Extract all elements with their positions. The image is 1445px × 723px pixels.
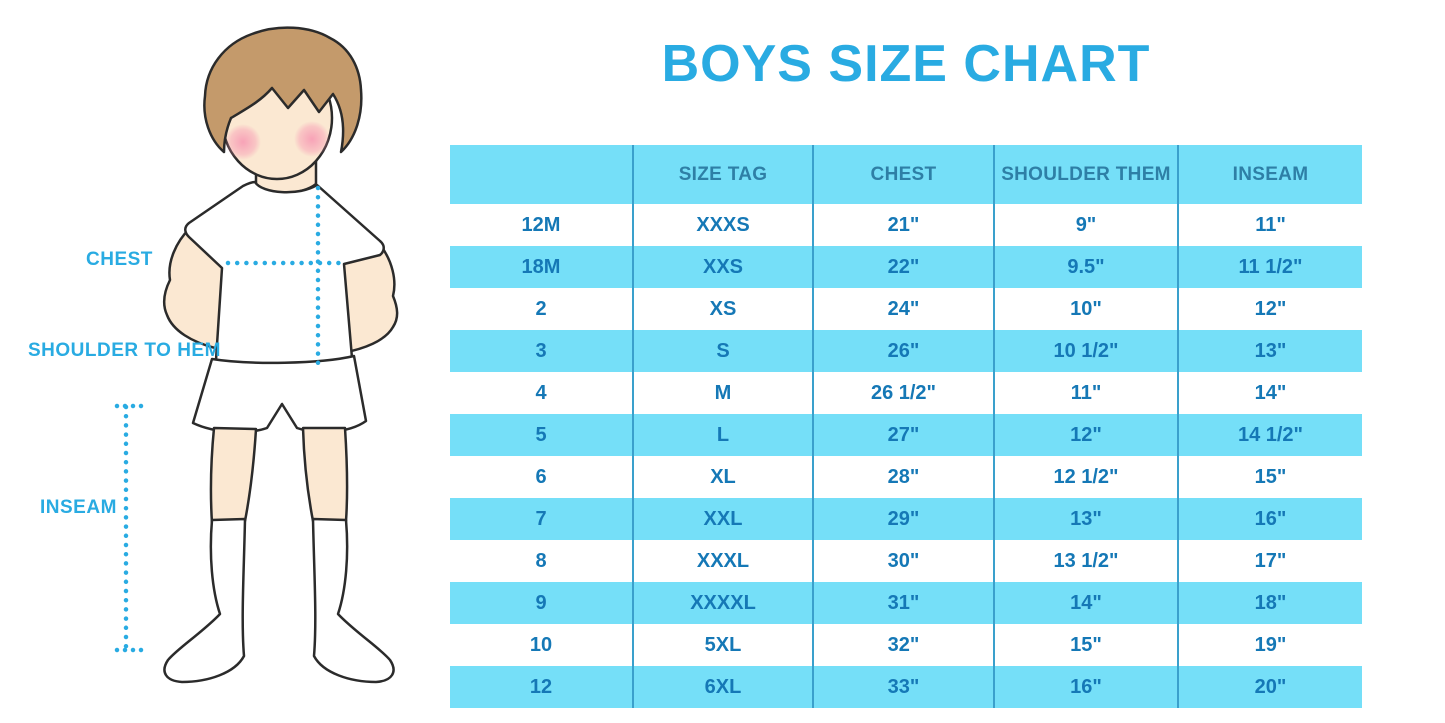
table-cell: 14": [1178, 372, 1362, 414]
boy-illustration: [114, 26, 399, 684]
table-cell: 8: [450, 540, 634, 582]
left-sock: [163, 517, 247, 684]
table-cell: 15": [994, 624, 1179, 666]
column-header: SHOULDER THEM: [994, 145, 1179, 204]
table-cell: 13 1/2": [994, 540, 1179, 582]
table-cell: 21": [813, 204, 995, 246]
chest-label: CHEST: [86, 249, 153, 270]
table-cell: L: [633, 414, 814, 456]
table-cell: XS: [633, 288, 814, 330]
table-cell: 19": [1178, 624, 1362, 666]
blush-left: [225, 124, 261, 160]
table-row: 12M XXXS 21" 9" 11": [450, 204, 1362, 246]
table-cell: 10 1/2": [994, 330, 1179, 372]
table-cell: 11": [1178, 204, 1362, 246]
size-table: SIZE TAG CHEST SHOULDER THEM INSEAM 12M XXXS…: [450, 145, 1362, 708]
table-cell: XXXS: [633, 204, 814, 246]
left-leg: [209, 426, 258, 525]
table-cell: 24": [813, 288, 995, 330]
table-cell: XXXL: [633, 540, 814, 582]
table-cell: 10: [450, 624, 634, 666]
table-cell: 12M: [450, 204, 634, 246]
column-header-empty: [450, 145, 634, 204]
inseam-label: INSEAM: [40, 497, 117, 518]
table-cell: 4: [450, 372, 634, 414]
table-cell: 20": [1178, 666, 1362, 708]
blush-right: [294, 121, 330, 157]
table-cell: 13": [994, 498, 1179, 540]
table-cell: 28": [813, 456, 995, 498]
table-cell: 12: [450, 666, 634, 708]
table-cell: M: [633, 372, 814, 414]
hair: [203, 26, 363, 154]
table-cell: 12": [994, 414, 1179, 456]
table-cell: 16": [994, 666, 1179, 708]
shoulder-to-hem-label: SHOULDER TO HEM: [28, 340, 221, 361]
table-cell: 5XL: [633, 624, 814, 666]
table-cell: 12 1/2": [994, 456, 1179, 498]
table-row: 5 L 27" 12" 14 1/2": [450, 414, 1362, 456]
table-cell: 18": [1178, 582, 1362, 624]
table-cell: S: [633, 330, 814, 372]
table-cell: XXL: [633, 498, 814, 540]
table-row: 3 S 26" 10 1/2" 13": [450, 330, 1362, 372]
table-cell: 17": [1178, 540, 1362, 582]
table-cell: XXXXL: [633, 582, 814, 624]
table-row: 8 XXXL 30" 13 1/2" 17": [450, 540, 1362, 582]
boy-measurement-figure: CHEST SHOULDER TO HEM INSEAM: [0, 0, 450, 723]
right-sock: [311, 517, 395, 684]
table-cell: 14": [994, 582, 1179, 624]
table-cell: 15": [1178, 456, 1362, 498]
table-cell: 14 1/2": [1178, 414, 1362, 456]
table-row: 9 XXXXL 31" 14" 18": [450, 582, 1362, 624]
table-cell: 9: [450, 582, 634, 624]
table-cell: 9.5": [994, 246, 1179, 288]
table-row: 4 M 26 1/2" 11" 14": [450, 372, 1362, 414]
table-cell: 9": [994, 204, 1179, 246]
table-cell: 29": [813, 498, 995, 540]
table-cell: 30": [813, 540, 995, 582]
right-leg: [301, 426, 349, 523]
table-cell: 7: [450, 498, 634, 540]
table-cell: 27": [813, 414, 995, 456]
table-cell: 2: [450, 288, 634, 330]
table-cell: XL: [633, 456, 814, 498]
size-table-body: 12M XXXS 21" 9" 11" 18M XXS 22" 9.5" 11 1/2" 2 XS 24…: [450, 204, 1362, 708]
table-cell: 11 1/2": [1178, 246, 1362, 288]
shorts: [191, 354, 368, 434]
table-cell: 26": [813, 330, 995, 372]
column-header: SIZE TAG: [633, 145, 814, 204]
table-cell: 6XL: [633, 666, 814, 708]
table-cell: 18M: [450, 246, 634, 288]
table-cell: 16": [1178, 498, 1362, 540]
table-cell: XXS: [633, 246, 814, 288]
table-row: 12 6XL 33" 16" 20": [450, 666, 1362, 708]
table-cell: 6: [450, 456, 634, 498]
table-row: 7 XXL 29" 13" 16": [450, 498, 1362, 540]
table-cell: 33": [813, 666, 995, 708]
table-row: 6 XL 28" 12 1/2" 15": [450, 456, 1362, 498]
table-cell: 13": [1178, 330, 1362, 372]
table-cell: 22": [813, 246, 995, 288]
table-cell: 12": [1178, 288, 1362, 330]
page-title: BOYS SIZE CHART: [661, 35, 1151, 93]
size-table-header: SIZE TAG CHEST SHOULDER THEM INSEAM: [450, 145, 1362, 204]
table-cell: 10": [994, 288, 1179, 330]
table-row: 18M XXS 22" 9.5" 11 1/2": [450, 246, 1362, 288]
column-header: INSEAM: [1178, 145, 1362, 204]
table-cell: 11": [994, 372, 1179, 414]
table-cell: 32": [813, 624, 995, 666]
table-cell: 3: [450, 330, 634, 372]
table-cell: 31": [813, 582, 995, 624]
header-row: SIZE TAG CHEST SHOULDER THEM INSEAM: [450, 145, 1362, 204]
column-header: CHEST: [813, 145, 995, 204]
table-cell: 5: [450, 414, 634, 456]
table-row: 10 5XL 32" 15" 19": [450, 624, 1362, 666]
table-row: 2 XS 24" 10" 12": [450, 288, 1362, 330]
table-cell: 26 1/2": [813, 372, 995, 414]
